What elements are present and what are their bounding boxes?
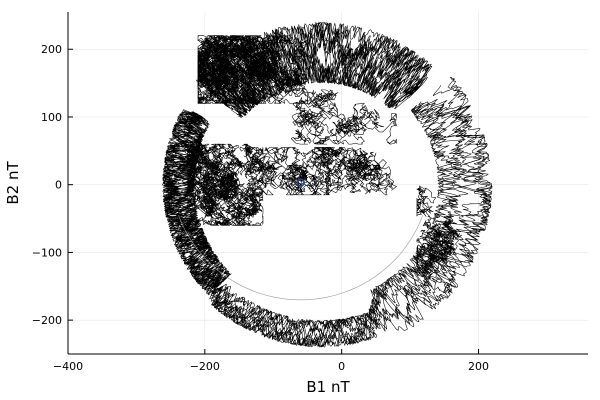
y-tick-label: 200 [41, 43, 62, 56]
hodogram-trace [368, 102, 492, 318]
hodogram-trace [213, 290, 371, 348]
hodogram-trace [187, 174, 245, 226]
hodogram-trace [164, 110, 228, 284]
hodogram-trace [217, 143, 264, 226]
hodogram-trace [187, 143, 226, 226]
x-tick-label: −200 [190, 360, 220, 373]
hodogram-trace [416, 217, 463, 278]
hodogram-trace [230, 48, 422, 118]
hodogram-trace [207, 31, 410, 109]
x-tick-label: 0 [338, 360, 345, 373]
hodogram-trace [372, 85, 493, 331]
hodogram-trace [203, 146, 253, 199]
hodogram-trace [416, 218, 456, 294]
hodogram-trace [202, 35, 260, 99]
hodogram-trace [292, 90, 397, 145]
y-axis-title: B2 nT [4, 161, 22, 205]
hodogram-trace [268, 147, 394, 196]
hodogram-trace [197, 35, 259, 104]
hodogram-trace [163, 112, 228, 287]
x-tick-label: −400 [53, 360, 83, 373]
hodogram-trace [211, 289, 374, 344]
hodogram-trace [164, 114, 220, 290]
hodogram-trace [318, 147, 397, 196]
axes [67, 12, 588, 355]
start-marker [296, 178, 305, 187]
hodogram-trace [212, 289, 373, 342]
hodogram-trace [213, 289, 370, 347]
hodogram-trace [221, 22, 428, 114]
x-axis-title: B1 nT [306, 378, 350, 396]
y-tick-label: 100 [41, 111, 62, 124]
arc-segment [178, 215, 424, 301]
hodogram-trace [242, 35, 308, 82]
tick-labels: −400 −200 0 200 −200 −100 0 100 200 [32, 43, 489, 373]
hodogram-trace [304, 89, 367, 145]
y-tick-label: −100 [32, 246, 62, 259]
hodogram-trace [290, 107, 338, 145]
hodogram-trace [197, 37, 258, 104]
y-tick-label: 0 [55, 179, 62, 192]
plot-area [162, 22, 493, 348]
tick-marks [67, 48, 480, 354]
x-tick-label: 200 [468, 360, 489, 373]
hodogram-trace [211, 291, 377, 341]
hodogram-trace [211, 287, 371, 348]
y-tick-label: −200 [32, 314, 62, 327]
grid-lines [67, 12, 588, 354]
hodogram-trace [216, 29, 430, 106]
